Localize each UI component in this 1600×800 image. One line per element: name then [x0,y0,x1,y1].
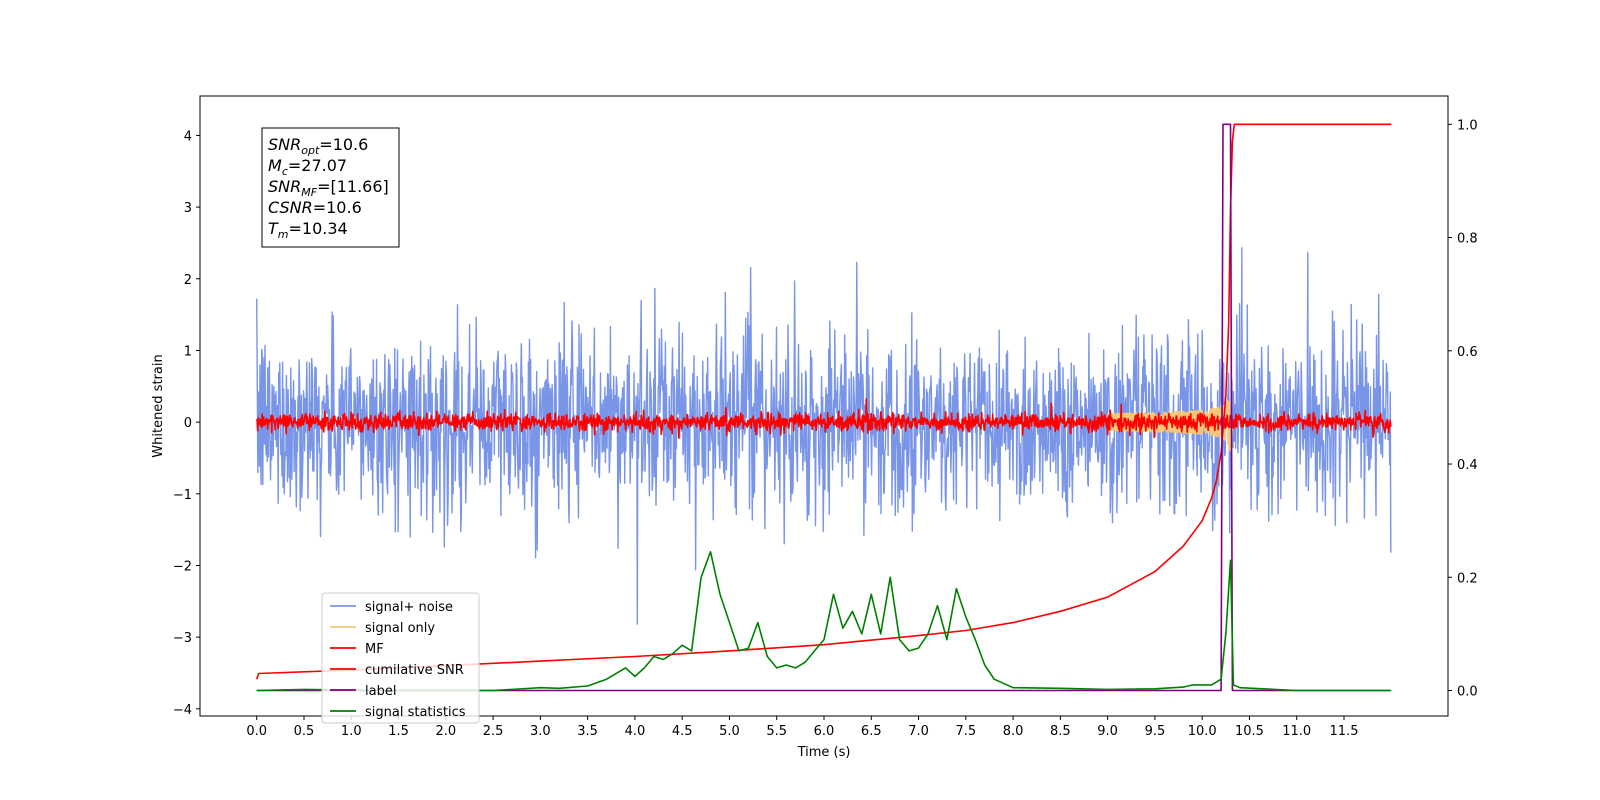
y2-tick-label: 0.0 [1457,685,1478,700]
y-tick-label: 2 [184,273,192,288]
y2-tick-label: 0.4 [1457,458,1478,473]
x-axis-label: Time (s) [797,745,851,760]
x-tick-label: 11.0 [1282,724,1311,739]
y-axis-left: −4 −3 −2 −1 0 1 2 3 4 [173,129,200,718]
x-tick-label: 1.0 [341,724,362,739]
x-tick-label: 5.0 [719,724,740,739]
y-tick-label: −2 [173,559,192,574]
y2-tick-label: 0.6 [1457,345,1478,360]
x-tick-label: 0.0 [246,724,267,739]
y-tick-label: 3 [184,201,192,216]
y-tick-label: 1 [184,344,192,359]
x-tick-label: 2.5 [483,724,504,739]
legend-frame [321,592,480,724]
annotation-line: Tm=10.34 [268,219,348,241]
annotation-box: SNRopt=10.6Mc=27.07SNRMF=[11.66]CSNR=10.… [261,127,400,248]
x-tick-label: 9.5 [1145,724,1166,739]
x-tick-label: 11.5 [1330,724,1359,739]
x-tick-label: 4.0 [625,724,646,739]
y-tick-label: 0 [184,416,192,431]
series-line-signal-statistics [256,551,1392,692]
x-tick-label: 10.0 [1188,724,1217,739]
series-line-label [256,123,1390,692]
annotation-frame [261,127,400,248]
legend: signal+ noise signal only MF cumilative SNR… [321,592,480,724]
legend-label-cumilative-snr: cumilative SNR [365,663,464,678]
annotation-line: CSNR=10.6 [268,198,362,217]
x-tick-label: 9.0 [1097,724,1118,739]
annotation-line: Mc=27.07 [268,156,347,178]
x-tick-label: 5.5 [766,724,787,739]
y2-tick-label: 0.8 [1457,232,1478,247]
x-tick-label: 7.5 [955,724,976,739]
x-tick-label: 8.5 [1050,724,1071,739]
plot-traces [255,123,1392,692]
x-tick-label: 6.0 [814,724,835,739]
x-tick-label: 0.5 [294,724,315,739]
x-tick-label: 4.5 [672,724,693,739]
x-tick-label: 6.5 [861,724,882,739]
y-tick-label: −1 [173,488,192,503]
legend-label-signal-noise: signal+ noise [365,600,453,615]
x-tick-label: 3.0 [530,724,551,739]
x-tick-label: 8.0 [1003,724,1024,739]
legend-label-mf: MF [365,642,384,657]
x-tick-label: 10.5 [1235,724,1264,739]
x-tick-label: 2.0 [435,724,456,739]
x-tick-label: 3.5 [577,724,598,739]
series-line-mf [255,398,1392,439]
y2-tick-label: 1.0 [1457,118,1478,133]
annotation-line: SNRopt=10.6 [268,135,368,157]
series-line-cumilative-snr [255,123,1392,680]
legend-label-label: label [365,684,396,699]
x-axis: 0.0 0.5 1.0 1.5 2.0 2.5 3.0 3.5 4.0 4.5 5.0 5.5 6.0 6… [246,716,1358,739]
legend-label-signal-only: signal only [365,621,435,636]
x-tick-label: 7.0 [908,724,929,739]
y-tick-label: −4 [173,703,192,718]
y-axis-label: Whitened strain [151,354,166,457]
x-tick-label: 1.5 [388,724,409,739]
y-tick-label: 4 [184,129,192,144]
y-axis-right: 0.0 0.2 0.4 0.6 0.8 1.0 [1448,118,1478,700]
legend-label-signal-statistics: signal statistics [365,705,466,720]
annotation-line: SNRMF=[11.66] [268,177,389,199]
y2-tick-label: 0.2 [1457,571,1478,586]
series-line-signal-noise [256,247,1392,625]
y-tick-label: −3 [173,631,192,646]
